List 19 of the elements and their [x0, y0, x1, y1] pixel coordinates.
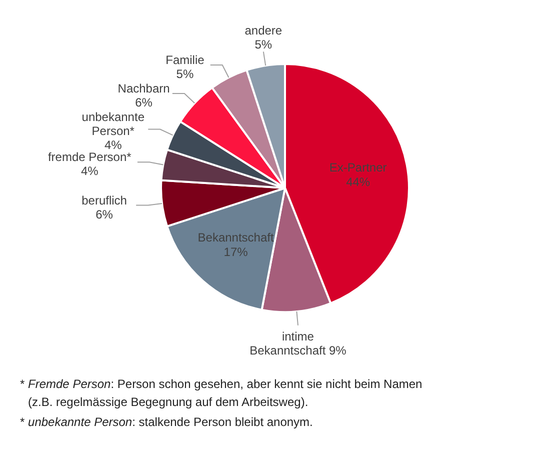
text: * unbekannte Person: stalkende Person bleibt anonym. — [20, 415, 313, 429]
data-label: 17% — [224, 244, 248, 259]
data-label: 44% — [346, 175, 370, 190]
text: * Fremde Person: Person schon gesehen, aber kennt sie nicht beim Namen (z.B. regelmässige Begegnung auf dem Arbeitsweg). — [20, 377, 422, 409]
slice-label: andere — [244, 24, 282, 38]
data-label: 4% — [104, 138, 122, 152]
slice-label: beruflich — [82, 193, 127, 208]
slice-label: Ex-Partner — [329, 160, 387, 175]
slice-label: fremde Person* — [48, 150, 132, 164]
slice-label: Nachbarn — [118, 82, 170, 96]
data-label: 4% — [80, 164, 99, 178]
data-label: 6% — [135, 96, 153, 110]
slice-label: unbekannte Person* — [82, 110, 145, 138]
slice-label: intime Bekanntschaft 9% — [250, 329, 347, 358]
data-label: 5% — [254, 38, 272, 52]
slice-label: Bekanntschaft — [198, 230, 274, 244]
data-label: 6% — [96, 207, 114, 222]
data-label: 5% — [176, 67, 194, 82]
slice-label: Familie — [166, 53, 205, 68]
